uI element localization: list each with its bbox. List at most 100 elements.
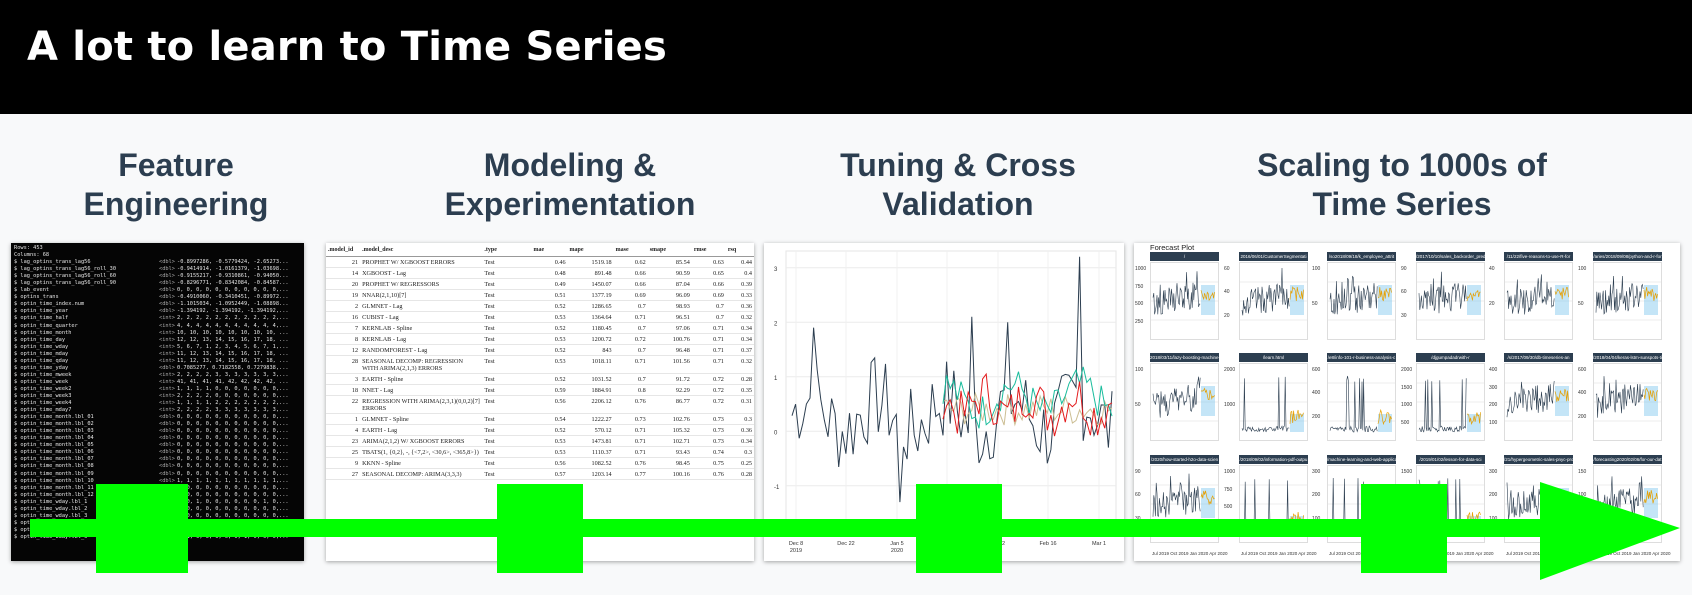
terminal-rows-count: Rows: 453 [14, 245, 43, 251]
table-cell: 98.45 [675, 459, 690, 467]
table-cell: KKNN - Spline [362, 459, 401, 467]
forecast-facet: /2018/09/02/information-pdf-outpu [1239, 455, 1308, 543]
variable-type: <dbl> [159, 364, 175, 371]
facet-x-axis-label: Jul 2019 Oct 2019 Jan 2020 Apr 2020 [1418, 551, 1494, 556]
model-2-series-line [942, 366, 1113, 429]
variable-values: 10, 10, 10, 10, 10, 10, 10, 10, ... [177, 329, 289, 336]
variable-values: 0, 0, 0, 0, 0, 0, 0, 0, 0, 0, 0,... [177, 287, 289, 294]
table-cell: Test [484, 459, 495, 467]
facet-y-tick: 40 [1224, 289, 1230, 296]
facet-y-tick: 2000 [1401, 367, 1413, 373]
actual-series-line [1152, 271, 1201, 315]
facet-y-tick: 50 [1135, 402, 1141, 408]
table-header-cell[interactable]: .model_id [326, 243, 361, 257]
variable-type: <int> [159, 385, 175, 392]
table-cell: 1082.52 [591, 459, 612, 467]
table-cell: 4 [354, 426, 359, 434]
forecast-facet: /s/2017/09/30/db-timeseries-an [1504, 353, 1573, 441]
table-cell: 0.7 [637, 375, 646, 383]
terminal-line: $ optin_time_month.lbl_01 <dbl> 0, 0, 0, 0… [14, 414, 301, 421]
variable-type: <int> [159, 357, 175, 364]
facet-y-tick: 100 [1489, 419, 1498, 426]
table-cell: 0.71 [713, 357, 724, 365]
forecast-series-line [1466, 412, 1481, 425]
variable-values: 4, 4, 4, 4, 4, 4, 4, 4, 4, 4, 4,... [177, 322, 289, 329]
table-header-row: .model_id .model_desc .type mae mape mase smap… [326, 243, 754, 257]
column-title-modeling: Modeling & Experimentation [420, 146, 720, 224]
facet-y-tick: 750 [1135, 283, 1144, 290]
table-cell: 0.8 [637, 386, 646, 394]
table-cell: 1473.81 [591, 437, 612, 445]
variable-name: $ optin_time_year [14, 308, 69, 315]
table-cell: 86.77 [675, 397, 690, 405]
table-cell: 100.76 [672, 335, 690, 343]
variable-values: 2, 2, 2, 2, 2, 2, 2, 2, 2, 2, 2,... [177, 315, 289, 322]
variable-values: 12, 12, 13, 14, 15, 16, 17, 18, ... [177, 336, 289, 343]
variable-name: $ optins_trans [14, 294, 59, 301]
variable-name: $ optin_time_wday [14, 343, 69, 350]
variable-type: <dbl> [159, 301, 175, 308]
table-header-cell[interactable]: .type [482, 243, 532, 257]
table-cell: PROPHET W/ REGRESSORS [362, 280, 440, 288]
table-cell: 1200.72 [591, 335, 612, 343]
table-cell: 0.65 [713, 269, 724, 277]
table-cell: Test [484, 335, 495, 343]
table-header-cell[interactable]: smape [647, 243, 692, 257]
table-cell: Test [484, 448, 495, 456]
table-cell: 101.56 [672, 357, 690, 365]
table-header-cell[interactable]: mape [567, 243, 614, 257]
column-title-line1: Tuning & Cross [840, 147, 1076, 183]
forecast-band [1378, 516, 1392, 534]
table-row: 27 SEASONAL DECOMP: ARIMA(3,3,3) Test 0.57 1… [326, 469, 754, 480]
table-row: 22 REGRESSION WITH ARIMA(2,3,1)(0,0,2)[7]… [326, 396, 754, 414]
table-row: 9 KKNN - Spline Test 0.56 1082.52 0.76 98.45 0.… [326, 458, 754, 469]
column-title-tuning: Tuning & Cross Validation [808, 146, 1108, 224]
table-header-cell[interactable]: rsq [725, 243, 754, 257]
variable-name: $ lab_event [14, 287, 50, 294]
table-row: 12 RANDOMFOREST - Lag Test 0.52 843 0.7 96.48 0… [326, 345, 754, 356]
facet-y-tick: 50 [1312, 301, 1318, 307]
variable-type: <dbl> [159, 505, 175, 512]
table-cell: 0.37 [741, 346, 752, 354]
column-title-line1: Scaling to 1000s of [1257, 147, 1547, 183]
terminal-line: $ optin_time_wday <int> 5, 6, 7, 1, 2, 3, … [14, 344, 301, 351]
table-cell: 0.7 [716, 313, 724, 321]
table-header-cell[interactable]: rmse [691, 243, 726, 257]
variable-values: 0, 0, 0, 0, 0, 0, 0, 0, 0, 0, 0,... [177, 428, 289, 435]
variable-type: <int> [159, 378, 175, 385]
terminal-line: $ lag_optins_trans_lag56_roll_60 <dbl> -0.… [14, 273, 301, 280]
table-cell: 0.73 [713, 437, 724, 445]
table-cell: 0.28 [741, 470, 752, 478]
table-cell: 0.76 [713, 470, 724, 478]
table-cell: 0.71 [713, 335, 724, 343]
variable-type: <dbl> [159, 498, 175, 505]
forecast-facet: /aries/2018/09/08/python-and-r-for [1593, 252, 1662, 340]
variable-type: <dbl> [159, 266, 175, 273]
facet-strip-label: /11/22/five-reasons-to-use-R-for [1504, 252, 1573, 261]
column-title-feature-engineering: Feature Engineering [66, 146, 286, 224]
table-header-cell[interactable]: mase [613, 243, 648, 257]
facet-y-tick: 100 [1489, 515, 1498, 522]
facet-plot [1327, 465, 1396, 543]
table-cell: 1 [354, 415, 359, 423]
table-header-cell[interactable]: mae [531, 243, 568, 257]
page-title: A lot to learn to Time Series [27, 24, 667, 70]
table-cell: 1364.64 [591, 313, 612, 321]
facet-strip-label: /machine-learning-and-web-applications [1327, 455, 1396, 464]
variable-values: -0.9155217, -0.9310861, -0.94050... [177, 273, 289, 280]
actual-series-line [1152, 376, 1201, 418]
table-cell: 0.52 [554, 375, 566, 383]
table-cell: 1519.18 [591, 258, 612, 266]
forecast-series-line [1289, 409, 1304, 424]
table-cell: 0.72 [713, 386, 724, 394]
facet-y-tick: 20 [1224, 312, 1230, 319]
variable-name: $ optin_time_week3 [14, 392, 72, 399]
variable-type: <int> [159, 322, 175, 329]
facet-x-axis-label: Jul 2019 Oct 2019 Jan 2020 Apr 2020 [1595, 551, 1671, 556]
variable-values: 0, 0, 0, 0, 0, 0, 0, 0, 0, 0, 0,... [177, 491, 289, 498]
table-header-cell[interactable]: .model_desc [360, 243, 483, 257]
forecast-facet: /21/hypergeometric-sales-pnyc-pro [1504, 455, 1573, 543]
forecast-band [1555, 285, 1569, 315]
table-cell: 0.54 [554, 415, 566, 423]
facet-plot [1327, 363, 1396, 441]
